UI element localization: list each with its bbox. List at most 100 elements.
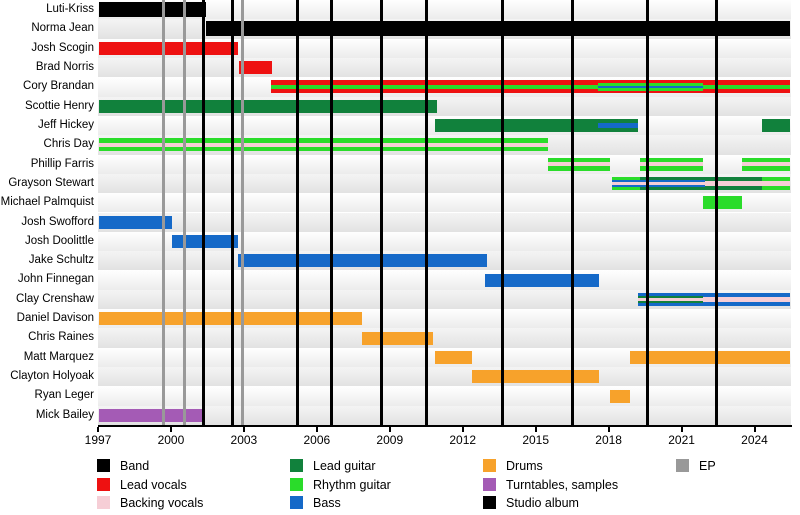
bar-stripe-lead-guitar — [99, 99, 437, 113]
bar-stripe-bass — [702, 301, 790, 306]
bar-stripe-lead-guitar — [597, 119, 638, 124]
row-background — [98, 231, 791, 252]
member-label: Jeff Hickey — [37, 118, 94, 131]
bar-stripe-bass — [611, 184, 640, 188]
bar-stripe-bass — [597, 123, 638, 128]
timeline-bar — [761, 177, 790, 190]
bar-stripe-drums — [629, 350, 790, 364]
legend-label: Turntables, samples — [506, 477, 619, 492]
bar-stripe-bass — [637, 292, 703, 296]
bar-stripe-backing-vocals — [547, 162, 610, 167]
legend-label: EP — [699, 459, 716, 473]
x-axis-tick — [461, 427, 464, 432]
x-axis-tick — [97, 427, 99, 432]
bar-stripe-bass — [639, 184, 705, 188]
legend-swatch-lead-vocals — [97, 477, 110, 491]
bar-stripe-bass — [484, 273, 599, 287]
bar-stripe-lead-vocals — [239, 61, 272, 75]
legend-swatch-bass — [290, 496, 303, 509]
bar-stripe-lead-vocals — [597, 90, 703, 94]
timeline-bar — [471, 370, 599, 384]
timeline-bar — [637, 292, 703, 306]
bar-stripe-band — [206, 21, 790, 37]
bar-stripe-lead-guitar — [637, 300, 703, 304]
member-label: John Finnegan — [17, 273, 94, 286]
bar-stripe-lead-vocals — [270, 89, 598, 94]
x-axis: 1997 2000 2003 2006 2009 2012 2015 2018 2021 2024 — [85, 427, 791, 449]
bar-stripe-lead-guitar — [637, 295, 703, 299]
timeline-bar — [742, 157, 790, 171]
bar-stripe-lead-guitar — [704, 185, 762, 190]
x-axis-tick — [534, 427, 537, 432]
album-release-line — [715, 0, 719, 425]
bar-stripe-rhythm-guitar — [639, 166, 703, 171]
legend-swatch-band — [97, 459, 110, 472]
bar-stripe-backing-vocals — [761, 181, 790, 186]
legend-swatch-drums — [483, 459, 496, 472]
bar-stripe-turntables — [99, 408, 203, 422]
row-background — [98, 289, 791, 310]
member-label: Clayton Holyoak — [10, 370, 94, 383]
bar-stripe-rhythm-guitar — [761, 185, 790, 190]
timeline-bar — [239, 61, 272, 75]
member-label: Norma Jean — [31, 22, 94, 35]
bar-stripe-backing-vocals — [611, 182, 640, 185]
timeline-bar — [702, 196, 743, 210]
x-axis-tick-label: 2012 — [449, 433, 477, 447]
row-background — [98, 367, 791, 387]
bar-stripe-backing-vocals — [704, 181, 762, 186]
album-release-line — [329, 0, 333, 425]
timeline-bar — [704, 177, 762, 190]
album-release-line — [295, 0, 299, 425]
bar-stripe-backing-vocals — [639, 182, 705, 185]
bar-stripe-rhythm-guitar — [547, 157, 610, 163]
bar-stripe-drums — [609, 389, 630, 403]
member-label: Jake Schultz — [28, 254, 94, 267]
bar-stripe-lead-vocals — [597, 80, 703, 84]
ep-release-line — [241, 0, 245, 425]
bar-stripe-rhythm-guitar — [742, 166, 790, 171]
legend-label: Drums — [506, 459, 543, 473]
bar-stripe-lead-guitar — [434, 119, 598, 133]
member-label: Grayson Stewart — [8, 176, 94, 189]
legend-label: Bass — [313, 496, 341, 510]
x-axis-tick-label: 2000 — [157, 433, 185, 447]
bar-stripe-backing-vocals — [639, 162, 703, 167]
member-label: Josh Doolittle — [24, 234, 94, 247]
bar-stripe-lead-guitar — [704, 177, 762, 182]
member-label: Ryan Leger — [34, 389, 94, 402]
x-axis-tick-label: 2024 — [741, 433, 768, 447]
member-label: Chris Day — [43, 138, 94, 151]
bar-stripe-drums — [361, 331, 433, 345]
bar-stripe-rhythm-guitar — [761, 177, 790, 182]
x-axis-tick-label: 1997 — [84, 433, 112, 447]
timeline-bar — [639, 177, 705, 190]
bar-stripe-bass — [611, 179, 640, 183]
bar-stripe-rhythm-guitar — [597, 88, 703, 91]
legend-label: Backing vocals — [120, 496, 204, 510]
ep-release-line — [162, 0, 166, 425]
member-labels-column: Luti-Kriss Norma Jean Josh Scogin Brad Norr… — [0, 0, 94, 425]
legend-swatch-rhythm-guitar — [290, 477, 303, 491]
album-release-line — [231, 0, 235, 425]
bar-stripe-backing-vocals — [99, 142, 548, 148]
bar-stripe-rhythm-guitar — [547, 166, 610, 171]
timeline-bar — [629, 350, 790, 364]
timeline-bar — [597, 119, 638, 133]
row-background — [98, 270, 791, 290]
x-axis-tick — [388, 427, 391, 432]
bar-stripe-rhythm-guitar — [99, 147, 548, 152]
timeline-bar — [99, 408, 203, 422]
bar-stripe-lead-vocals — [99, 41, 238, 55]
timeline-bar — [609, 389, 630, 403]
x-axis-tick-label: 2009 — [376, 433, 404, 447]
bar-stripe-backing-vocals — [742, 162, 790, 167]
timeline-bar — [702, 80, 790, 94]
bar-stripe-bass — [637, 303, 703, 306]
legend: Band Lead vocals Backing vocals Lead guitar… — [0, 459, 800, 515]
x-axis-tick-label: 2006 — [303, 433, 331, 447]
x-axis-tick-label: 2003 — [230, 433, 258, 447]
timeline-bar — [434, 119, 598, 133]
row-background — [98, 193, 791, 213]
bar-stripe-bass — [597, 85, 703, 89]
